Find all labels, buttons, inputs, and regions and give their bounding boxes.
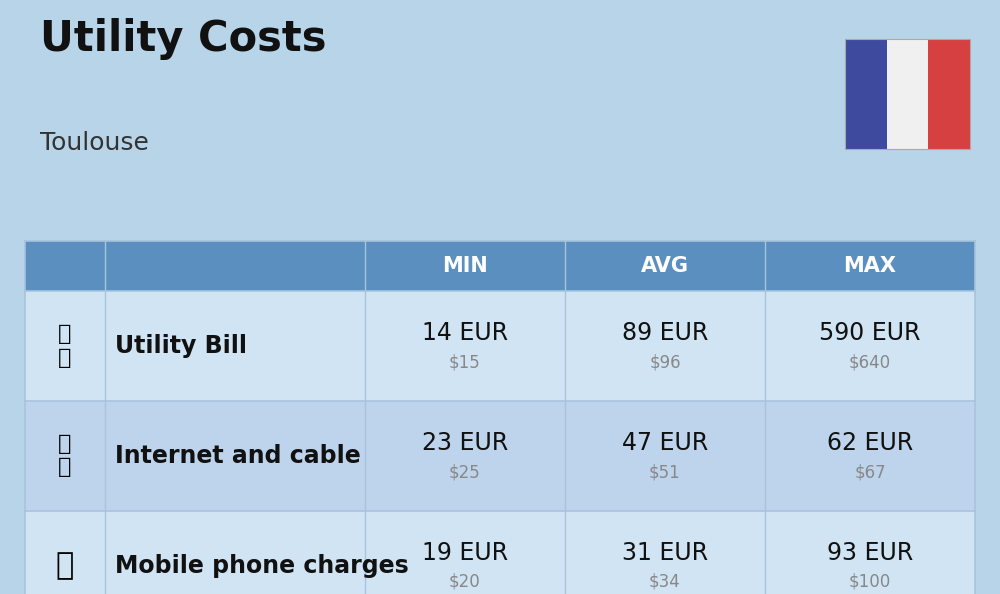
Text: $25: $25 [449,463,481,481]
Text: $34: $34 [649,573,681,591]
Text: 19 EUR: 19 EUR [422,541,508,565]
Text: 590 EUR: 590 EUR [819,321,921,345]
Text: 62 EUR: 62 EUR [827,431,913,455]
Bar [25,291,975,401]
Text: $100: $100 [849,573,891,591]
Bar [25,241,975,291]
Bar [845,39,970,148]
Text: $51: $51 [649,463,681,481]
Bar [928,39,970,148]
Text: Internet and cable: Internet and cable [115,444,361,468]
Text: $96: $96 [649,353,681,371]
Text: $67: $67 [854,463,886,481]
Text: 14 EUR: 14 EUR [422,321,508,345]
Text: $20: $20 [449,573,481,591]
Bar [845,39,887,148]
Text: Utility Costs: Utility Costs [40,18,326,60]
Bar [25,511,975,594]
Bar [887,39,928,148]
Text: MAX: MAX [844,256,896,276]
Text: 🔧
🔌: 🔧 🔌 [58,324,72,368]
Text: $640: $640 [849,353,891,371]
Text: 93 EUR: 93 EUR [827,541,913,565]
Text: 📱: 📱 [56,551,74,580]
Text: Utility Bill: Utility Bill [115,334,247,358]
Text: 31 EUR: 31 EUR [622,541,708,565]
Text: 47 EUR: 47 EUR [622,431,708,455]
Text: 89 EUR: 89 EUR [622,321,708,345]
Text: Mobile phone charges: Mobile phone charges [115,554,409,578]
Text: Toulouse: Toulouse [40,131,149,154]
Text: 23 EUR: 23 EUR [422,431,508,455]
Text: 📶
🖥: 📶 🖥 [58,434,72,478]
Text: AVG: AVG [641,256,689,276]
Text: MIN: MIN [442,256,488,276]
Text: $15: $15 [449,353,481,371]
Bar [25,401,975,511]
